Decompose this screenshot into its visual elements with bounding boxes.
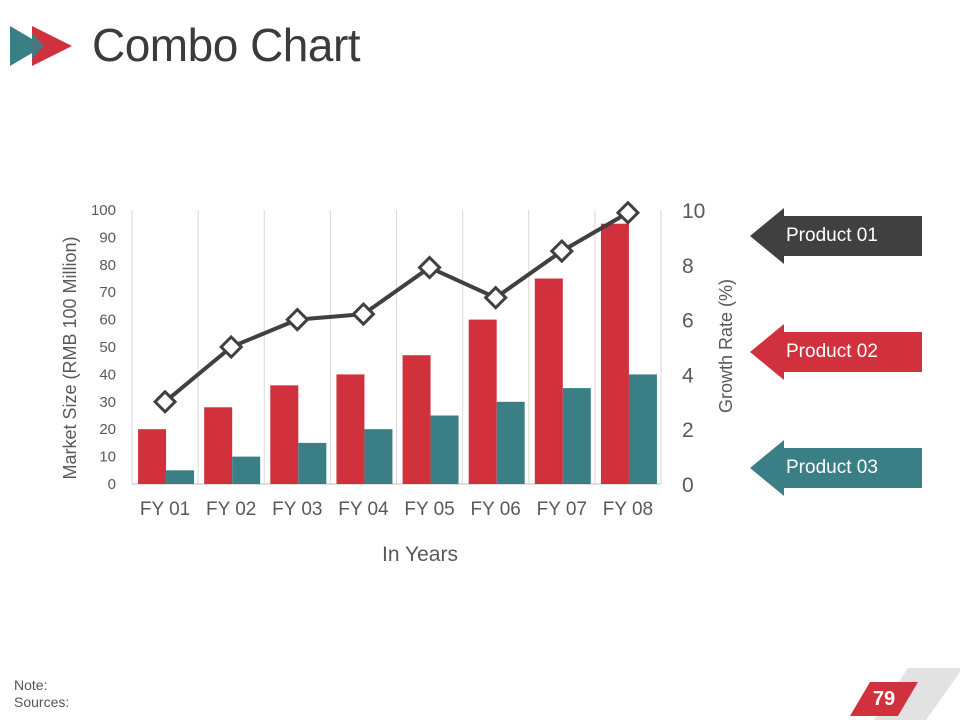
y-tick-label: 80 xyxy=(99,257,116,274)
y-tick-label: 50 xyxy=(99,339,116,356)
x-tick-label: FY 07 xyxy=(537,499,587,520)
line-marker-diamond xyxy=(483,285,508,310)
bar-product-02 xyxy=(534,278,563,484)
legend-label: Product 03 xyxy=(786,457,878,478)
y2-tick-label: 10 xyxy=(682,200,705,223)
bar-product-03 xyxy=(562,388,591,484)
y2-tick-label: 4 xyxy=(682,364,694,387)
line-marker-diamond xyxy=(615,200,641,225)
y-tick-label: 10 xyxy=(99,449,116,466)
line-marker-diamond xyxy=(152,389,178,414)
line-product-01 xyxy=(163,211,629,404)
callout-shape xyxy=(750,208,922,264)
line-marker-diamond xyxy=(351,301,376,327)
y-axis-label: Market Size (RMB 100 Million) xyxy=(60,236,80,479)
legend-product-02: Product 02 xyxy=(750,324,922,380)
callout-shape xyxy=(750,440,922,496)
page-bar-red xyxy=(850,682,918,716)
y2-tick-label: 8 xyxy=(682,255,694,278)
y-tick-label: 60 xyxy=(99,312,116,329)
bar-product-03 xyxy=(232,456,261,484)
line-marker-diamond xyxy=(285,307,310,332)
note-label: Note: xyxy=(14,677,48,693)
x-tick-label: FY 04 xyxy=(338,499,389,520)
callout-arrow-icon xyxy=(750,208,922,264)
y2-axis-label: Growth Rate (%) xyxy=(716,279,736,413)
bar-product-03 xyxy=(298,442,327,484)
bar-product-02 xyxy=(600,223,629,484)
line-marker-diamond xyxy=(219,334,244,360)
y-tick-label: 90 xyxy=(99,229,116,246)
y2-tick-label: 0 xyxy=(682,474,694,497)
bar-product-02 xyxy=(402,355,431,484)
x-axis-label: In Years xyxy=(382,543,458,566)
x-tick-label: FY 01 xyxy=(140,499,190,520)
bar-product-02 xyxy=(468,319,497,484)
sources-label: Sources: xyxy=(14,694,70,710)
bar-product-02 xyxy=(138,429,167,484)
y2-tick-label: 6 xyxy=(682,310,694,333)
legend-label: Product 01 xyxy=(786,225,878,246)
legend-label: Product 02 xyxy=(786,341,878,362)
bar-product-03 xyxy=(430,415,459,484)
line-marker-diamond xyxy=(417,255,442,280)
x-tick-label: FY 08 xyxy=(603,499,653,520)
footer-notes: Note: Sources: xyxy=(14,677,69,711)
y2-tick-label: 2 xyxy=(682,419,694,442)
logo-arrows-icon xyxy=(10,26,72,66)
y-tick-label: 100 xyxy=(91,202,116,219)
callout-shape xyxy=(750,324,922,380)
bar-product-03 xyxy=(628,374,657,484)
bar-product-03 xyxy=(496,401,525,484)
y-tick-label: 20 xyxy=(99,421,116,438)
legend-product-01: Product 01 xyxy=(750,208,922,264)
y-tick-label: 0 xyxy=(108,476,116,493)
bar-product-02 xyxy=(270,385,299,484)
x-tick-label: FY 06 xyxy=(471,499,521,520)
callout-arrow-icon xyxy=(750,440,922,496)
page-title: Combo Chart xyxy=(92,19,361,71)
y-tick-label: 40 xyxy=(99,366,116,383)
x-tick-label: FY 05 xyxy=(404,499,454,520)
page-number: 79 xyxy=(872,687,896,710)
bar-product-03 xyxy=(166,470,195,484)
bar-product-03 xyxy=(364,429,393,484)
x-tick-label: FY 02 xyxy=(206,499,256,520)
y-tick-label: 70 xyxy=(99,284,116,301)
line-marker-diamond xyxy=(549,238,574,264)
x-tick-label: FY 03 xyxy=(272,499,322,520)
y-tick-label: 30 xyxy=(99,394,116,411)
bar-product-02 xyxy=(336,374,365,484)
legend-product-03: Product 03 xyxy=(750,440,922,496)
bar-product-02 xyxy=(204,407,233,484)
callout-arrow-icon xyxy=(750,324,922,380)
